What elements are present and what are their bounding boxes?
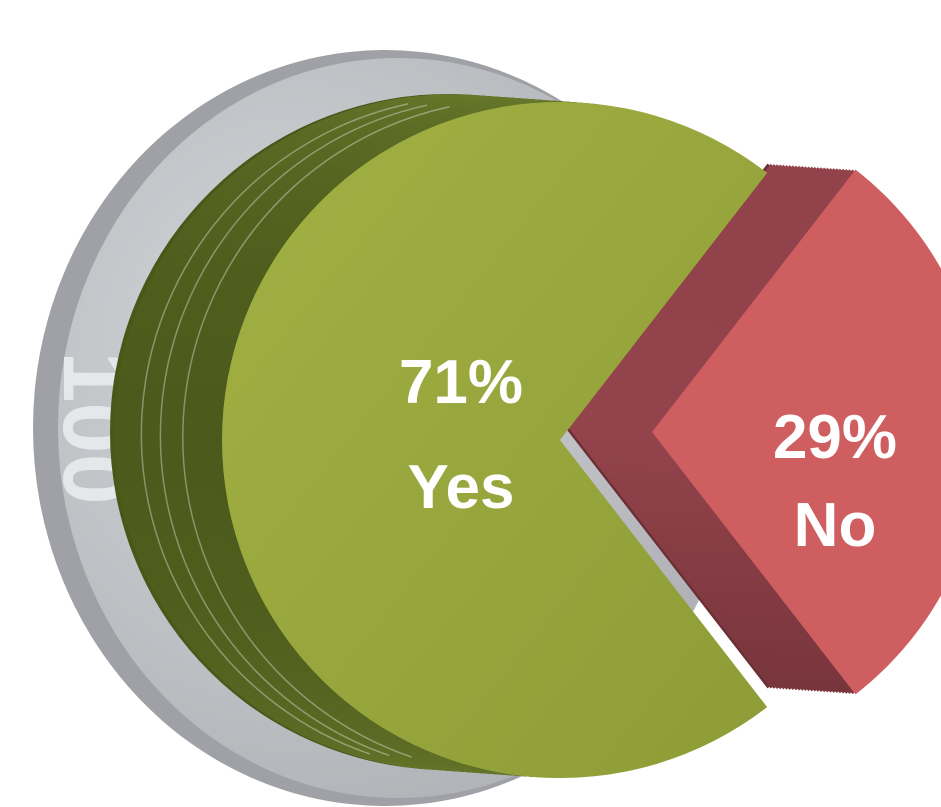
slice-yes-side-highlight xyxy=(182,106,450,758)
slice-yes-name-label: Yes xyxy=(408,453,515,522)
slice-yes-percent-label: 71% xyxy=(399,348,523,417)
slice-no-name-label: No xyxy=(794,491,877,560)
slice-yes[interactable] xyxy=(222,102,768,779)
slice-yes-side-highlight xyxy=(159,104,428,757)
slice-no-percent-label: 29% xyxy=(773,403,897,472)
slice-yes-side-highlight xyxy=(140,103,409,755)
slice-no[interactable] xyxy=(652,169,941,695)
